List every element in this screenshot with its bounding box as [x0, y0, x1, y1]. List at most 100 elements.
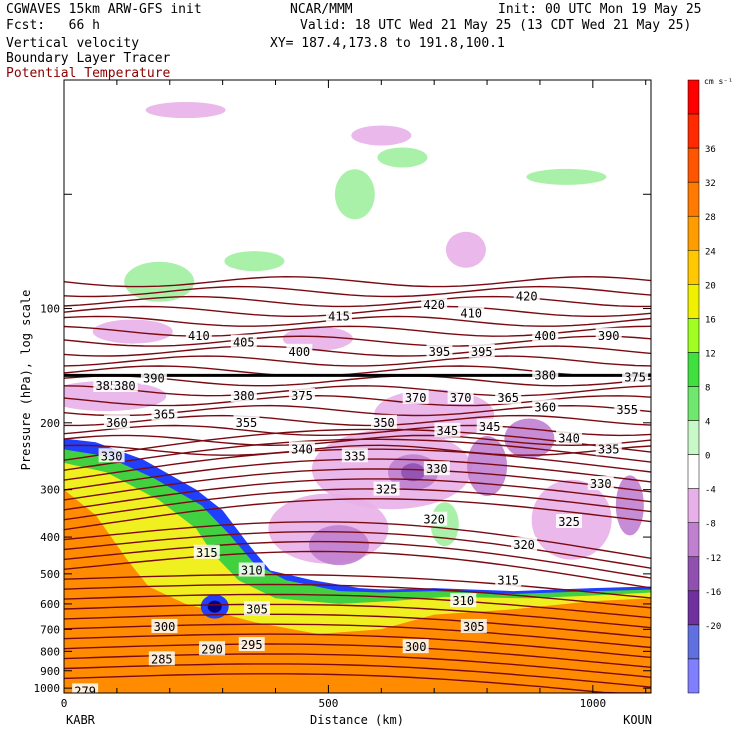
- isentrope-line: [64, 488, 651, 521]
- theta-label-bg: [460, 618, 487, 633]
- isentrope-line: [64, 285, 651, 298]
- isentrope-line: [64, 550, 651, 589]
- x-tick-label: 0: [61, 697, 68, 710]
- theta-label-bg: [341, 448, 368, 463]
- theta-label: 350: [373, 416, 395, 430]
- colorbar-label: 4: [705, 418, 710, 428]
- theta-label: 360: [534, 400, 556, 414]
- descent-region-2: [445, 231, 486, 268]
- x-right-station: KOUN: [623, 713, 652, 727]
- colorbar-bin: [687, 590, 700, 626]
- descent-region-14: [467, 436, 508, 497]
- theta-label-bg: [423, 461, 450, 476]
- theta-label: 340: [558, 432, 580, 446]
- isentrope-line: [64, 521, 651, 559]
- theta-label-bg: [288, 388, 315, 403]
- colorbar-label: -8: [705, 520, 716, 530]
- theta-label: 355: [616, 403, 638, 417]
- isentrope-line: [64, 573, 651, 599]
- colorbar-bin: [687, 488, 700, 523]
- colorbar-bin: [687, 284, 700, 319]
- theta-label: 345: [437, 424, 459, 438]
- theta-label: 380: [233, 389, 255, 403]
- theta-label-bg: [72, 683, 99, 693]
- descent-region-13: [401, 463, 426, 482]
- colorbar-bin: [687, 215, 700, 251]
- isentrope-line: [64, 444, 651, 456]
- theta-label: 365: [154, 407, 176, 421]
- theta-label-bg: [426, 343, 453, 358]
- theta-label: 305: [463, 620, 485, 634]
- theta-label: 380: [114, 379, 136, 393]
- y-tick-label: 300: [40, 484, 60, 497]
- descent-region-1: [351, 125, 412, 146]
- theta-label: 400: [288, 345, 310, 359]
- y-tick-label: 900: [40, 665, 60, 678]
- theta-label: 390: [143, 372, 165, 386]
- colorbar-bin: [687, 113, 700, 149]
- colorbar-label: 16: [705, 315, 716, 325]
- isentrope-line: [64, 673, 651, 693]
- theta-label: 300: [405, 640, 427, 654]
- theta-label: 330: [101, 449, 123, 463]
- theta-label-bg: [468, 343, 495, 358]
- theta-label-bg: [193, 544, 220, 559]
- theta-label-bg: [402, 639, 429, 654]
- y-axis-title: Pressure (hPa), log scale: [19, 290, 33, 471]
- colorbar-label: -16: [705, 588, 721, 598]
- theta-label: 355: [236, 416, 258, 430]
- ascent-region-4: [526, 168, 607, 185]
- theta-label: 310: [452, 594, 474, 608]
- y-tick-label: 700: [40, 623, 60, 636]
- theta-label-bg: [238, 562, 265, 577]
- theta-label: 365: [497, 391, 519, 405]
- field-boundary-layer-tracer: Boundary Layer Tracer: [6, 51, 171, 66]
- theta-label-bg: [103, 414, 130, 429]
- colorbar-label: 36: [705, 145, 716, 155]
- isentrope-line: [64, 613, 651, 639]
- theta-label: 335: [598, 442, 620, 456]
- theta-label-bg: [595, 441, 622, 456]
- colorbar-label: 20: [705, 281, 716, 291]
- init-time: Init: 00 UTC Mon 19 May 25: [498, 2, 702, 17]
- theta-label: 345: [479, 420, 501, 434]
- isentrope-line: [64, 438, 651, 471]
- field-vertical-velocity: Vertical velocity: [6, 36, 140, 51]
- theta-label: 415: [328, 310, 350, 324]
- isentrope-line: [64, 593, 651, 619]
- theta-label-bg: [614, 401, 641, 416]
- isentrope-line: [64, 643, 651, 668]
- isentrope-line: [64, 633, 651, 659]
- y-tick-label: 800: [40, 645, 60, 658]
- isentrope-line: [64, 275, 651, 288]
- theta-label: 375: [624, 371, 646, 385]
- colorbar-label: 0: [705, 452, 710, 462]
- isentrope-line: [64, 478, 651, 511]
- colorbar-label: -20: [705, 622, 721, 632]
- theta-label-bg: [230, 334, 257, 349]
- theta-label: 305: [246, 602, 268, 616]
- descent-region-19: [308, 525, 369, 566]
- theta-label-bg: [532, 327, 559, 342]
- isentrope-line: [64, 355, 651, 367]
- isentrope-line: [64, 315, 651, 327]
- x-tick-label: 500: [318, 697, 338, 710]
- y-tick-label: 1000: [34, 682, 61, 695]
- isentrope-line: [64, 540, 651, 579]
- theta-label-bg: [148, 651, 175, 666]
- theta-label: 400: [534, 329, 556, 343]
- theta-label: 320: [423, 513, 445, 527]
- ascent-region-6: [334, 169, 375, 220]
- theta-label-bg: [587, 476, 614, 491]
- theta-label: 325: [376, 483, 398, 497]
- valid-time: Valid: 18 UTC Wed 21 May 25 (13 CDT Wed …: [300, 18, 692, 33]
- theta-label-bg: [244, 601, 271, 616]
- theta-label-bg: [495, 572, 522, 587]
- isentrope-line: [64, 385, 651, 397]
- theta-label-bg: [513, 288, 540, 303]
- colorbar-label: -12: [705, 554, 721, 564]
- tracer-eddy-core: [207, 600, 222, 613]
- ascent-region-3: [377, 147, 428, 168]
- isentrope-line: [64, 295, 651, 308]
- isentrope-line: [64, 498, 651, 531]
